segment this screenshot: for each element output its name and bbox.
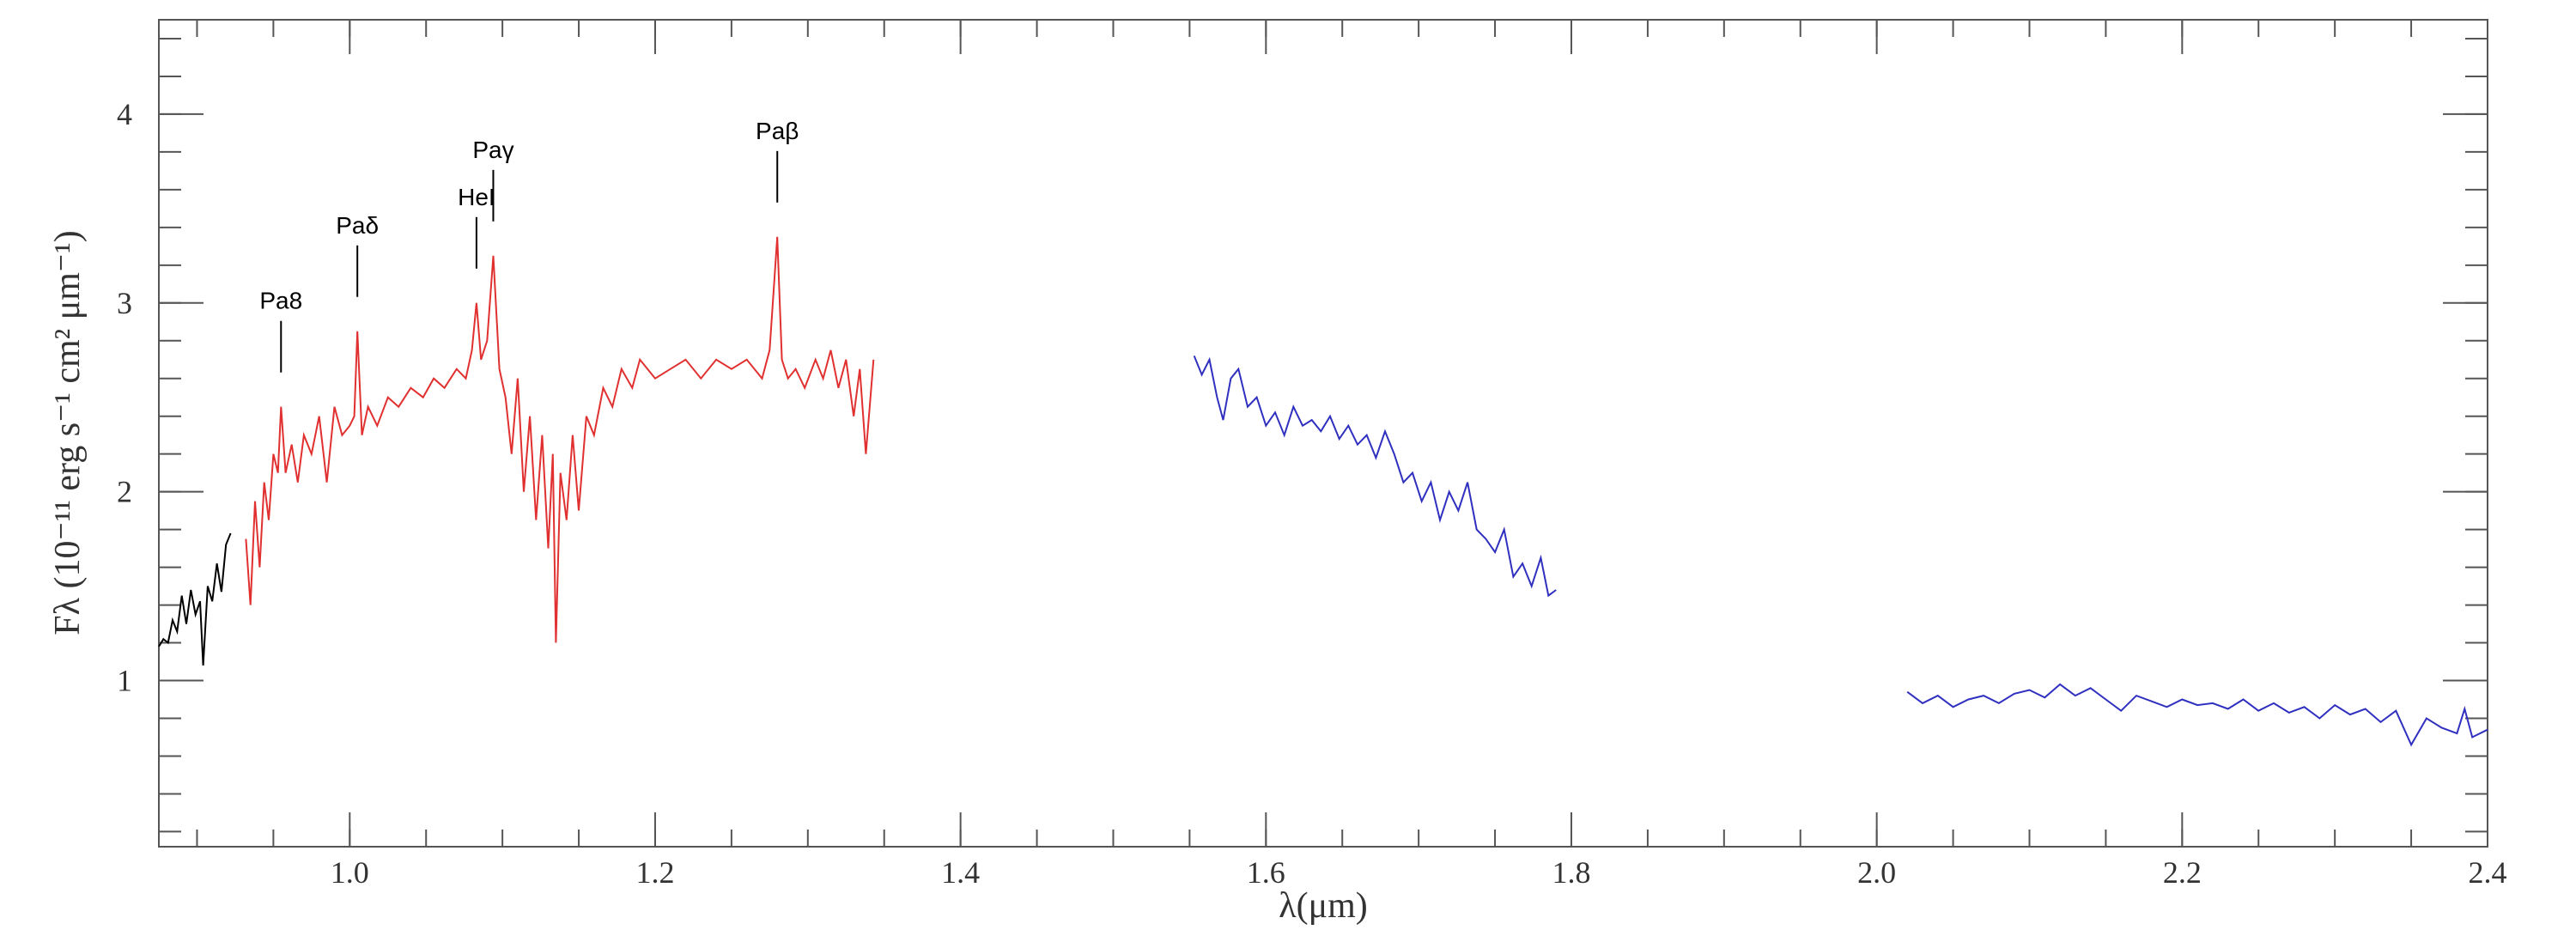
x-tick-label: 1.2 [635,855,674,890]
spectrum-line [158,532,232,666]
plot-frame [158,19,2488,848]
x-tick-label: 1.6 [1247,855,1285,890]
spectrum-line [1193,356,2488,747]
x-tick-label: 2.2 [2163,855,2202,890]
spectrum-line [245,236,875,643]
x-tick-label: 2.0 [1857,855,1896,890]
x-tick-label: 2.4 [2469,855,2507,890]
y-tick-label: 3 [117,286,132,320]
y-axis-label: Fλ (10⁻¹¹ erg s⁻¹ cm² μm⁻¹) [48,230,88,635]
x-tick-label: 1.4 [941,855,980,890]
annotation-label: Pa8 [259,288,302,314]
annotation-label: Paγ [472,137,513,163]
x-tick-label: 1.8 [1552,855,1590,890]
y-tick-label: 1 [117,664,132,698]
x-tick-label: 1.0 [331,855,369,890]
annotation-label: Paβ [756,118,799,144]
annotation-label: Paδ [336,212,379,239]
x-axis-label: λ(μm) [1279,886,1368,926]
annotation-label: HeI [458,184,495,210]
y-tick-label: 4 [117,97,132,131]
y-tick-label: 2 [117,475,132,509]
